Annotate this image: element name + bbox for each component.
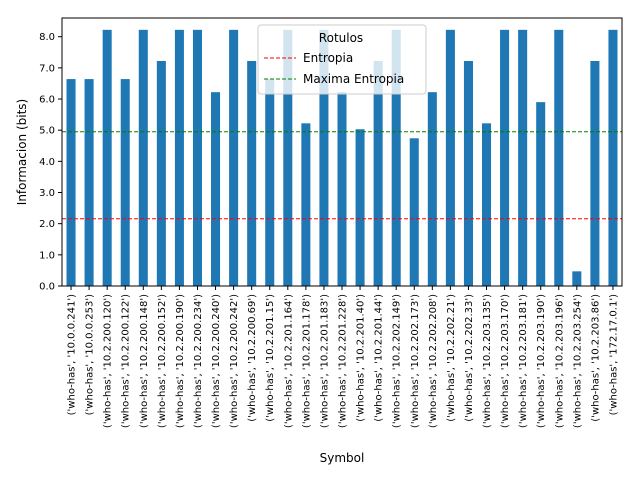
y-axis-label: Informacion (bits) [15, 99, 29, 205]
x-tick-label: ('who-has', '10.2.200.240') [211, 294, 222, 428]
legend-box [257, 24, 427, 95]
x-tick-label: ('who-has', '10.2.200.148') [139, 294, 150, 428]
x-tick-label: ('who-has', '10.2.203.170') [500, 294, 511, 428]
x-tick-label: ('who-has', '10.2.200.190') [175, 294, 186, 428]
bar [211, 92, 221, 286]
legend-entropia-label: Entropia [303, 51, 353, 65]
bar [608, 29, 618, 287]
x-tick-label: ('who-has', '10.2.201.228') [338, 294, 349, 428]
x-tick-label: ('who-has', '10.2.200.120') [103, 294, 114, 428]
bar [572, 271, 582, 286]
bar [518, 29, 528, 287]
x-tick-label: ('who-has', '10.2.201.183') [319, 294, 330, 428]
y-tick-label: 3.0 [39, 188, 55, 199]
bar [554, 29, 564, 287]
x-tick-label: ('who-has', '172.17.0.1') [608, 294, 619, 415]
x-tick-label: ('who-has', '10.2.200.242') [229, 294, 240, 428]
x-axis-label: Symbol [320, 451, 365, 465]
y-tick-label: 2.0 [39, 219, 55, 230]
legend: Rotulos Entropia Maxima Entropia [257, 24, 427, 95]
bar [373, 61, 383, 286]
bar [590, 61, 600, 286]
x-tick-label: ('who-has', '10.2.203.135') [482, 294, 493, 428]
bar [247, 61, 257, 286]
x-tick-label: ('who-has', '10.2.201.40') [356, 294, 367, 422]
x-tick-label: ('who-has', '10.2.202.149') [392, 294, 403, 428]
x-tick-label: ('who-has', '10.2.200.69') [247, 294, 258, 422]
bar [463, 61, 473, 286]
y-tick-label: 1.0 [39, 250, 55, 261]
x-tick-label: ('who-has', '10.2.203.254') [572, 294, 583, 428]
y-tick-label: 5.0 [39, 126, 55, 137]
x-tick-label: ('who-has', '10.2.200.122') [121, 294, 132, 428]
bar [138, 29, 148, 287]
bar [192, 29, 202, 287]
bar [391, 29, 401, 287]
bar [355, 129, 365, 286]
bar [229, 29, 239, 287]
bar [156, 61, 166, 286]
x-tick-label: ('who-has', '10.2.201.164') [283, 294, 294, 428]
x-tick-label: ('who-has', '10.2.203.86') [590, 294, 601, 422]
y-tick-label: 6.0 [39, 95, 55, 106]
y-tick-label: 8.0 [39, 32, 55, 43]
bar [500, 29, 510, 287]
bar [84, 79, 94, 286]
x-tick-label: ('who-has', '10.2.203.181') [518, 294, 529, 428]
bar [427, 92, 437, 286]
bar [301, 123, 311, 286]
legend-maxima-entropia-label: Maxima Entropia [303, 72, 404, 86]
x-axis-ticks: ('who-has', '10.0.0.241') ('who-has', '10… [67, 286, 619, 428]
y-tick-label: 0.0 [39, 282, 55, 293]
x-tick-label: ('who-has', '10.2.201.178') [301, 294, 312, 428]
bar [283, 29, 293, 287]
bar [319, 29, 329, 287]
y-axis-ticks: 0.0 1.0 2.0 3.0 4.0 5.0 6.0 7.0 8.0 [39, 32, 62, 293]
x-tick-label: ('who-has', '10.2.202.173') [410, 294, 421, 428]
bar [66, 79, 76, 286]
legend-title: Rotulos [319, 31, 363, 45]
bar [120, 79, 130, 286]
x-tick-label: ('who-has', '10.2.202.21') [446, 294, 457, 422]
x-tick-label: ('who-has', '10.2.200.234') [193, 294, 204, 428]
x-tick-label: ('who-has', '10.2.203.190') [536, 294, 547, 428]
x-tick-label: ('who-has', '10.2.202.33') [464, 294, 475, 422]
x-tick-label: ('who-has', '10.2.203.196') [554, 294, 565, 428]
x-tick-label: ('who-has', '10.2.201.15') [265, 294, 276, 422]
x-tick-label: ('who-has', '10.0.0.253') [85, 294, 96, 415]
bar [102, 29, 112, 287]
bars-group [66, 29, 618, 287]
bar [174, 29, 184, 287]
x-tick-label: ('who-has', '10.2.200.152') [157, 294, 168, 428]
x-tick-label: ('who-has', '10.2.202.208') [428, 294, 439, 428]
reference-lines-group [62, 131, 622, 220]
x-tick-label: ('who-has', '10.0.0.241') [67, 294, 78, 415]
y-tick-label: 4.0 [39, 157, 55, 168]
bar [536, 102, 546, 286]
x-tick-label: ('who-has', '10.2.201.44') [374, 294, 385, 422]
y-tick-label: 7.0 [39, 63, 55, 74]
bar [337, 92, 347, 286]
bar [265, 79, 275, 286]
bar [409, 138, 419, 286]
bar [482, 123, 492, 286]
bar [445, 29, 455, 287]
